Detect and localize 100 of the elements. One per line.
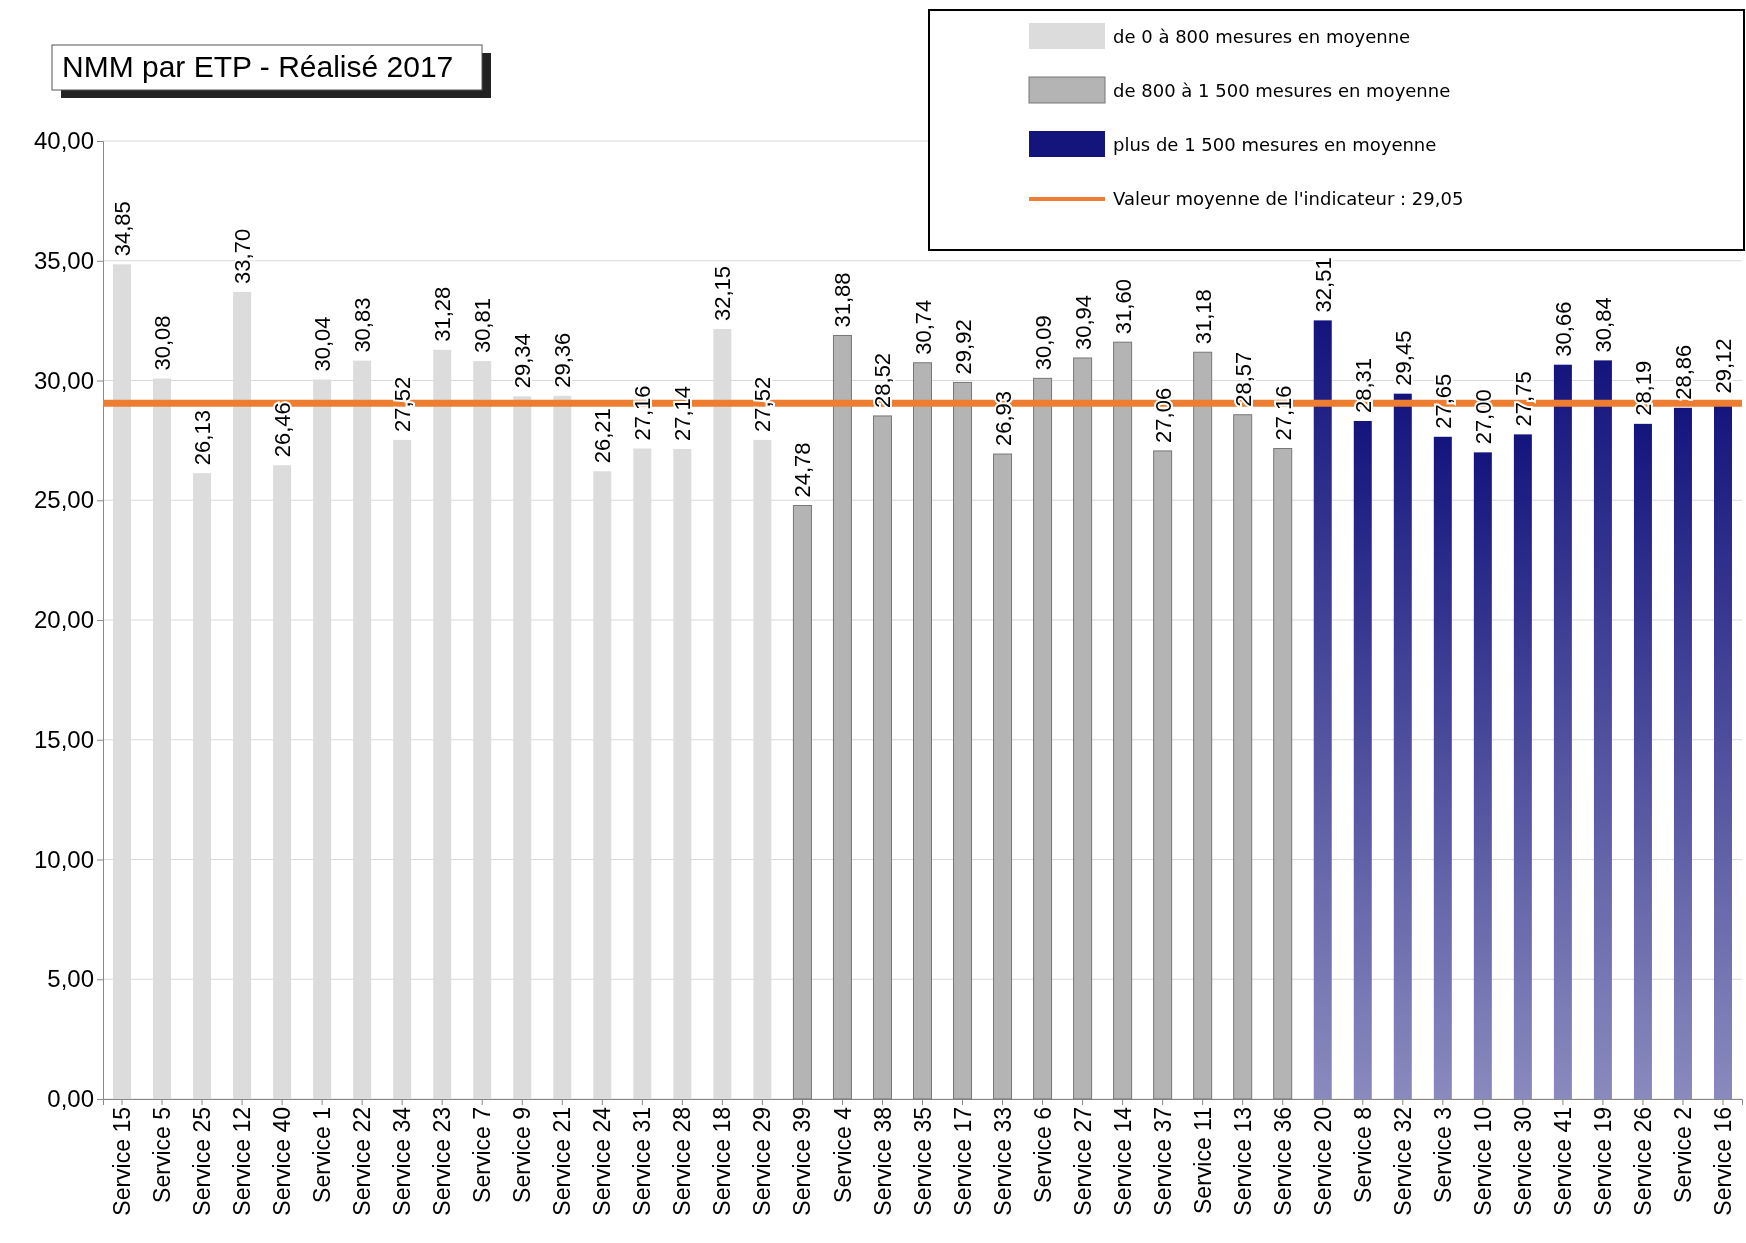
data-label: 31,18 <box>1190 289 1216 345</box>
data-label: 26,13 <box>190 410 216 466</box>
x-tick-label: Service 37 <box>1149 1107 1176 1216</box>
y-tick-label: 35,00 <box>33 246 94 274</box>
x-tick-label: Service 40 <box>269 1107 296 1216</box>
bar <box>1673 407 1692 1099</box>
data-label: 29,34 <box>510 333 536 389</box>
y-tick-label: 0,00 <box>47 1085 94 1113</box>
x-tick-label: Service 33 <box>989 1107 1016 1216</box>
data-label: 27,65 <box>1430 373 1456 429</box>
data-label: 28,31 <box>1350 357 1376 413</box>
data-label: 26,46 <box>270 402 296 458</box>
x-tick-label: Service 35 <box>909 1107 936 1216</box>
x-tick-label: Service 10 <box>1469 1107 1496 1216</box>
data-label: 30,81 <box>470 298 496 354</box>
data-label: 27,06 <box>1150 387 1176 443</box>
y-tick-label: 10,00 <box>33 845 94 873</box>
bar <box>1033 377 1053 1100</box>
x-tick-label: Service 6 <box>1029 1107 1056 1203</box>
data-label: 30,09 <box>1030 315 1056 371</box>
x-tick-label: Service 16 <box>1710 1107 1737 1216</box>
x-tick-label: Service 27 <box>1069 1107 1096 1216</box>
x-tick-label: Service 5 <box>149 1107 176 1203</box>
y-tick-label: 40,00 <box>33 127 94 155</box>
bar <box>872 415 892 1100</box>
data-label: 30,83 <box>350 297 376 353</box>
x-tick-label: Service 30 <box>1509 1107 1536 1216</box>
data-label: 30,84 <box>1590 297 1616 353</box>
bar <box>1153 450 1173 1100</box>
x-tick-label: Service 2 <box>1670 1107 1697 1203</box>
data-label: 27,00 <box>1470 389 1496 445</box>
data-label: 31,60 <box>1110 279 1136 335</box>
bar <box>1353 420 1372 1099</box>
x-tick-label: Service 28 <box>669 1107 696 1216</box>
bar <box>1313 320 1332 1099</box>
data-label: 27,52 <box>390 376 416 432</box>
x-tick-label: Service 9 <box>509 1107 536 1203</box>
data-label: 28,52 <box>870 352 896 408</box>
data-label: 32,15 <box>710 265 736 322</box>
x-tick-label: Service 4 <box>829 1106 856 1203</box>
data-label: 26,21 <box>590 408 616 464</box>
data-label: 29,12 <box>1710 338 1736 394</box>
x-tick-label: Service 3 <box>1429 1107 1456 1203</box>
data-label: 32,51 <box>1310 257 1336 313</box>
x-tick-label: Service 31 <box>629 1107 656 1216</box>
y-tick-label: 15,00 <box>33 725 94 753</box>
bar <box>993 453 1013 1100</box>
data-label: 27,16 <box>630 385 656 441</box>
legend-label: plus de 1 500 mesures en moyenne <box>1113 134 1437 155</box>
x-tick-label: Service 23 <box>429 1107 456 1216</box>
x-tick-label: Service 36 <box>1269 1107 1296 1216</box>
x-tick-label: Service 22 <box>349 1107 376 1216</box>
x-tick-label: Service 14 <box>1109 1106 1136 1216</box>
x-tick-label: Service 24 <box>589 1106 616 1216</box>
data-label: 29,92 <box>950 319 976 375</box>
x-tick-label: Service 38 <box>869 1107 896 1216</box>
data-label: 28,57 <box>1230 351 1256 407</box>
bar <box>1513 434 1532 1099</box>
data-label: 26,93 <box>990 390 1016 447</box>
data-label: 27,16 <box>1270 385 1296 441</box>
legend-label: de 800 à 1 500 mesures en moyenne <box>1113 80 1451 101</box>
data-label: 30,04 <box>310 316 336 372</box>
legend-label: Valeur moyenne de l'indicateur : 29,05 <box>1113 188 1464 209</box>
data-label: 29,45 <box>1390 330 1416 386</box>
bar <box>1393 393 1412 1099</box>
bar <box>1433 436 1452 1099</box>
x-tick-label: Service 11 <box>1189 1107 1216 1214</box>
x-tick-label: Service 21 <box>549 1107 576 1216</box>
data-label: 30,08 <box>150 315 176 371</box>
x-tick-label: Service 19 <box>1589 1107 1616 1216</box>
x-tick-label: Service 34 <box>389 1106 416 1216</box>
data-label: 28,86 <box>1670 344 1696 400</box>
x-tick-label: Service 41 <box>1549 1107 1576 1216</box>
data-label: 30,74 <box>910 299 936 355</box>
bar <box>1553 364 1572 1099</box>
x-tick-label: Service 8 <box>1349 1107 1376 1203</box>
data-label: 31,28 <box>430 286 456 342</box>
data-label: 34,85 <box>110 201 136 257</box>
bar <box>1473 452 1492 1099</box>
data-label: 30,66 <box>1550 301 1576 357</box>
x-tick-label: Service 32 <box>1389 1107 1416 1216</box>
bar <box>1113 341 1133 1100</box>
y-tick-label: 25,00 <box>33 486 94 514</box>
data-label: 28,19 <box>1630 360 1656 416</box>
y-tick-label: 5,00 <box>47 965 94 993</box>
x-tick-label: Service 1 <box>309 1107 336 1203</box>
x-tick-label: Service 29 <box>749 1107 776 1216</box>
x-tick-label: Service 20 <box>1309 1107 1336 1216</box>
data-label: 30,94 <box>1070 294 1096 350</box>
x-tick-label: Service 18 <box>709 1107 736 1216</box>
x-tick-label: Service 13 <box>1229 1107 1256 1216</box>
x-tick-label: Service 15 <box>109 1107 136 1216</box>
bar <box>1233 414 1253 1100</box>
data-label: 27,14 <box>670 385 696 441</box>
y-tick-label: 20,00 <box>33 606 94 634</box>
bar <box>913 362 933 1100</box>
y-tick-label: 30,00 <box>33 366 94 394</box>
bar <box>1273 448 1293 1100</box>
data-label: 27,52 <box>750 376 776 432</box>
data-label: 31,88 <box>830 272 856 328</box>
